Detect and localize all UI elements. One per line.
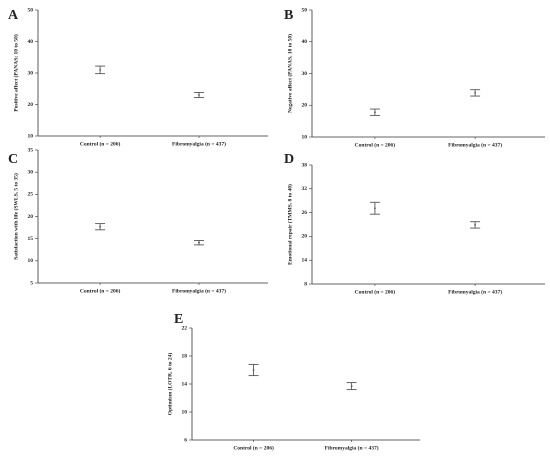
y-tick-label: 20: [302, 234, 308, 240]
y-tick-label: 20: [28, 214, 34, 220]
y-axis-label: Positive affect (PANAS; 10 to 50): [12, 34, 19, 112]
y-axis-label: Emotional repair (TMMS, 8 to 40): [286, 184, 293, 265]
y-tick-label: 6: [184, 437, 187, 443]
y-tick-label: 32: [302, 186, 308, 192]
panel-letter: D: [284, 152, 294, 167]
y-tick-label: 14: [302, 257, 308, 263]
mean-marker: [474, 91, 476, 94]
y-tick-label: 22: [182, 325, 188, 331]
y-tick-label: 18: [182, 353, 188, 359]
y-tick-label: 35: [28, 147, 34, 153]
panel-letter: C: [8, 152, 18, 167]
panel-letter: B: [284, 8, 293, 23]
panel-letter: E: [174, 312, 183, 327]
mean-marker: [198, 94, 200, 96]
mean-marker: [198, 241, 200, 244]
y-tick-label: 30: [28, 169, 34, 175]
x-tick-label: Fibromyalgia (n = 437): [325, 444, 379, 451]
y-tick-label: 10: [28, 133, 34, 139]
y-axis-label: Optimism (LOTR, 6 to 24): [166, 353, 173, 416]
x-tick-label: Fibromyalgia (n = 437): [448, 288, 502, 295]
panel-letter: A: [8, 8, 19, 23]
y-tick-label: 20: [28, 102, 34, 108]
x-tick-label: Fibromyalgia (n = 437): [172, 287, 226, 294]
y-tick-label: 25: [28, 192, 34, 198]
mean-marker: [99, 225, 101, 228]
y-tick-label: 30: [302, 71, 308, 77]
y-tick-label: 10: [28, 258, 34, 264]
y-tick-label: 8: [304, 281, 307, 287]
y-tick-label: 40: [28, 39, 34, 45]
y-tick-label: 30: [28, 70, 34, 76]
x-tick-label: Fibromyalgia (n = 437): [448, 141, 502, 148]
mean-marker: [374, 207, 376, 210]
x-tick-label: Control (n = 206): [355, 141, 396, 148]
mean-marker: [350, 385, 353, 387]
y-tick-label: 50: [28, 7, 34, 13]
x-tick-label: Control (n = 206): [233, 444, 274, 451]
y-tick-label: 14: [182, 381, 188, 387]
y-axis-label: Satisfaction with life (SWLS, 5 to 35): [12, 173, 19, 260]
x-tick-label: Control (n = 206): [355, 288, 396, 295]
mean-marker: [252, 369, 255, 371]
y-tick-label: 40: [302, 39, 308, 45]
x-tick-label: Control (n = 206): [80, 140, 121, 147]
x-tick-label: Control (n = 206): [80, 287, 121, 294]
mean-marker: [374, 111, 376, 114]
y-tick-label: 50: [302, 7, 308, 13]
x-tick-label: Fibromyalgia (n = 437): [172, 140, 226, 147]
y-tick-label: 26: [302, 210, 308, 216]
y-tick-label: 5: [30, 280, 33, 286]
mean-marker: [99, 68, 101, 71]
y-tick-label: 10: [302, 134, 308, 140]
y-tick-label: 20: [302, 103, 308, 109]
y-tick-label: 10: [182, 409, 188, 415]
y-tick-label: 38: [302, 162, 308, 168]
y-axis-label: Negative affect (PANAS, 10 to 50): [286, 34, 293, 113]
mean-marker: [474, 223, 476, 226]
y-tick-label: 15: [28, 236, 34, 242]
